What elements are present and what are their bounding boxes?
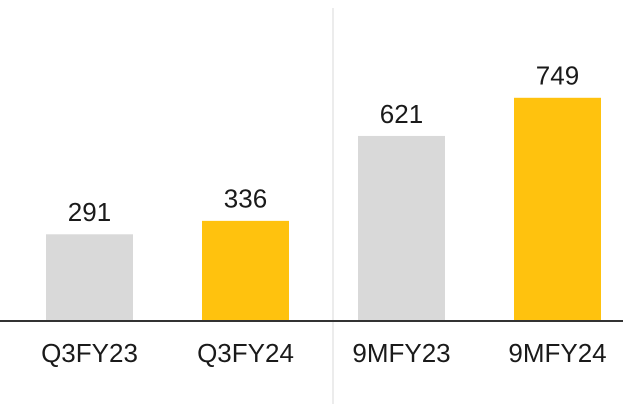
x-tick-label: Q3FY23 [41,338,138,368]
x-tick-label: 9MFY24 [508,338,606,368]
data-label: 336 [224,184,267,214]
x-tick-label: 9MFY23 [352,338,450,368]
x-tick-label: Q3FY24 [197,338,294,368]
bar [46,234,133,321]
bar [202,220,289,321]
data-label: 749 [536,61,579,91]
data-label: 621 [380,99,423,129]
bar [358,135,445,321]
bar [514,97,601,321]
data-label: 291 [68,197,111,227]
